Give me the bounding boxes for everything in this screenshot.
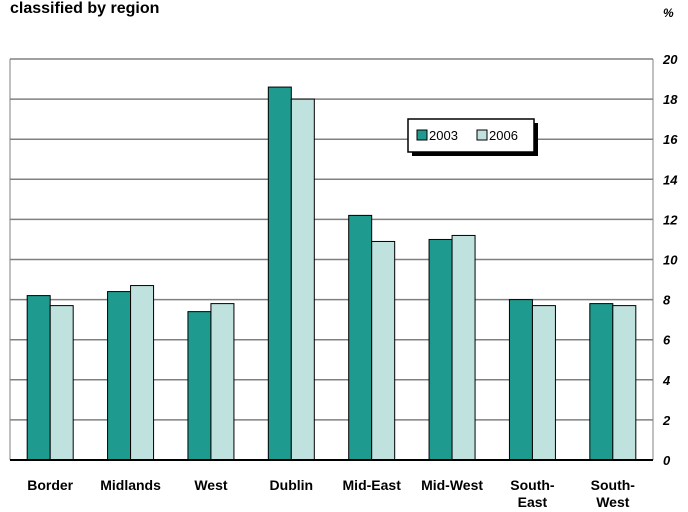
bar-2003-1 [107, 291, 132, 461]
x-tick-label: Border [27, 477, 73, 493]
y-tick-label: 2 [662, 413, 671, 428]
y-tick-label: 18 [663, 92, 678, 107]
bar-2006-4 [371, 240, 396, 461]
y-tick-label: 4 [662, 373, 671, 388]
y-tick-label: 14 [663, 172, 678, 187]
y-tick-label: 10 [663, 253, 678, 268]
bar-2003-3 [267, 86, 292, 461]
bar-2003-6 [508, 299, 533, 461]
y-tick-label: 6 [663, 333, 671, 348]
x-tick-label: West [194, 477, 228, 493]
legend-label-2006: 2006 [489, 128, 518, 143]
bar-2006-6 [531, 305, 556, 461]
y-tick-label: 16 [663, 132, 678, 147]
x-tick-label: Midlands [100, 477, 161, 493]
bar-2006-1 [130, 285, 155, 461]
x-tick-label: Mid-West [421, 477, 483, 493]
y-tick-label: 0 [663, 453, 671, 468]
x-tick-label: East [518, 494, 548, 510]
bar-2006-3 [290, 98, 315, 461]
chart-title: classified by region [10, 0, 160, 17]
bar-2003-0 [26, 295, 51, 461]
bar-2006-0 [49, 305, 74, 461]
legend-swatch-2006 [476, 129, 488, 141]
y-tick-label: 8 [663, 293, 671, 308]
x-tick-label: Mid-East [343, 477, 402, 493]
x-tick-label: South- [510, 477, 555, 493]
bar-2006-2 [210, 303, 235, 461]
x-tick-label: Dublin [270, 477, 314, 493]
x-tick-label: West [596, 494, 630, 510]
bar-2003-7 [589, 303, 614, 461]
y-tick-label: 20 [662, 52, 678, 67]
legend-label-2003: 2003 [429, 128, 458, 143]
legend-box [407, 118, 535, 153]
bar-2006-7 [612, 305, 637, 461]
bar-2006-5 [451, 234, 476, 461]
legend-swatch-2003 [416, 129, 428, 141]
bar-2003-4 [348, 214, 373, 461]
x-tick-label: South- [591, 477, 636, 493]
y-axis-unit: % [663, 6, 674, 20]
y-tick-label: 12 [663, 212, 678, 227]
bar-2003-5 [428, 238, 453, 461]
bar-2003-2 [187, 311, 212, 461]
